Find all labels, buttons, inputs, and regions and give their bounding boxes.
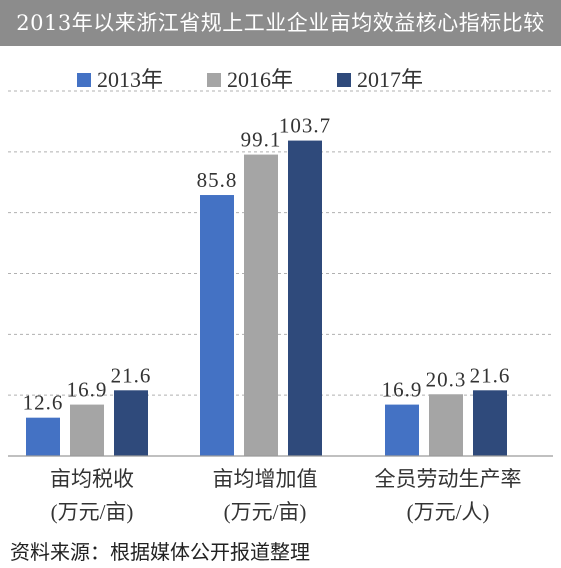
value-label-0-0: 12.6 bbox=[23, 391, 64, 415]
category-label-0-0: 亩均税收 bbox=[50, 467, 134, 491]
value-label-2-1: 20.3 bbox=[426, 367, 467, 391]
legend-label-1: 2016年 bbox=[227, 67, 293, 92]
legend-swatch-0 bbox=[77, 73, 91, 87]
category-label-1-0: 亩均增加值 bbox=[213, 467, 318, 491]
bar-1-0 bbox=[200, 195, 234, 456]
legend-swatch-1 bbox=[207, 73, 221, 87]
gridlines bbox=[8, 90, 553, 396]
legend-label-2: 2017年 bbox=[357, 67, 423, 92]
bar-1-2 bbox=[288, 140, 322, 456]
bar-chart: 2013年 2016年 2017年 12.616.921.685.899.1103.… bbox=[8, 67, 553, 524]
bar-0-1 bbox=[70, 404, 104, 456]
value-label-2-2: 21.6 bbox=[470, 363, 511, 387]
category-label-0-1: (万元/亩) bbox=[51, 500, 134, 524]
value-label-0-2: 21.6 bbox=[111, 363, 152, 387]
category-label-2-1: (万元/人) bbox=[407, 500, 490, 524]
bar-2-1 bbox=[429, 394, 463, 456]
value-label-2-0: 16.9 bbox=[382, 378, 423, 402]
legend-label-0: 2013年 bbox=[97, 67, 163, 92]
bar-1-1 bbox=[244, 154, 278, 456]
legend: 2013年 2016年 2017年 bbox=[77, 67, 423, 92]
value-label-1-0: 85.8 bbox=[197, 168, 238, 192]
bar-0-2 bbox=[114, 390, 148, 456]
bar-0-0 bbox=[26, 417, 60, 456]
value-label-0-1: 16.9 bbox=[67, 378, 108, 402]
source-note: 资料来源：根据媒体公开报道整理 bbox=[10, 540, 310, 564]
bars bbox=[26, 140, 507, 456]
x-axis: 亩均税收 (万元/亩) 亩均增加值 (万元/亩) 全员劳动生产率 (万元/人) bbox=[8, 455, 553, 524]
category-label-2-0: 全员劳动生产率 bbox=[375, 467, 522, 491]
legend-swatch-2 bbox=[337, 73, 351, 87]
chart-title: 2013年以来浙江省规上工业企业亩均效益核心指标比较 bbox=[0, 0, 561, 46]
value-label-1-2: 103.7 bbox=[279, 114, 331, 138]
value-label-1-1: 99.1 bbox=[241, 128, 282, 152]
bar-2-0 bbox=[385, 404, 419, 456]
bar-2-2 bbox=[473, 390, 507, 456]
category-label-1-1: (万元/亩) bbox=[224, 500, 307, 524]
